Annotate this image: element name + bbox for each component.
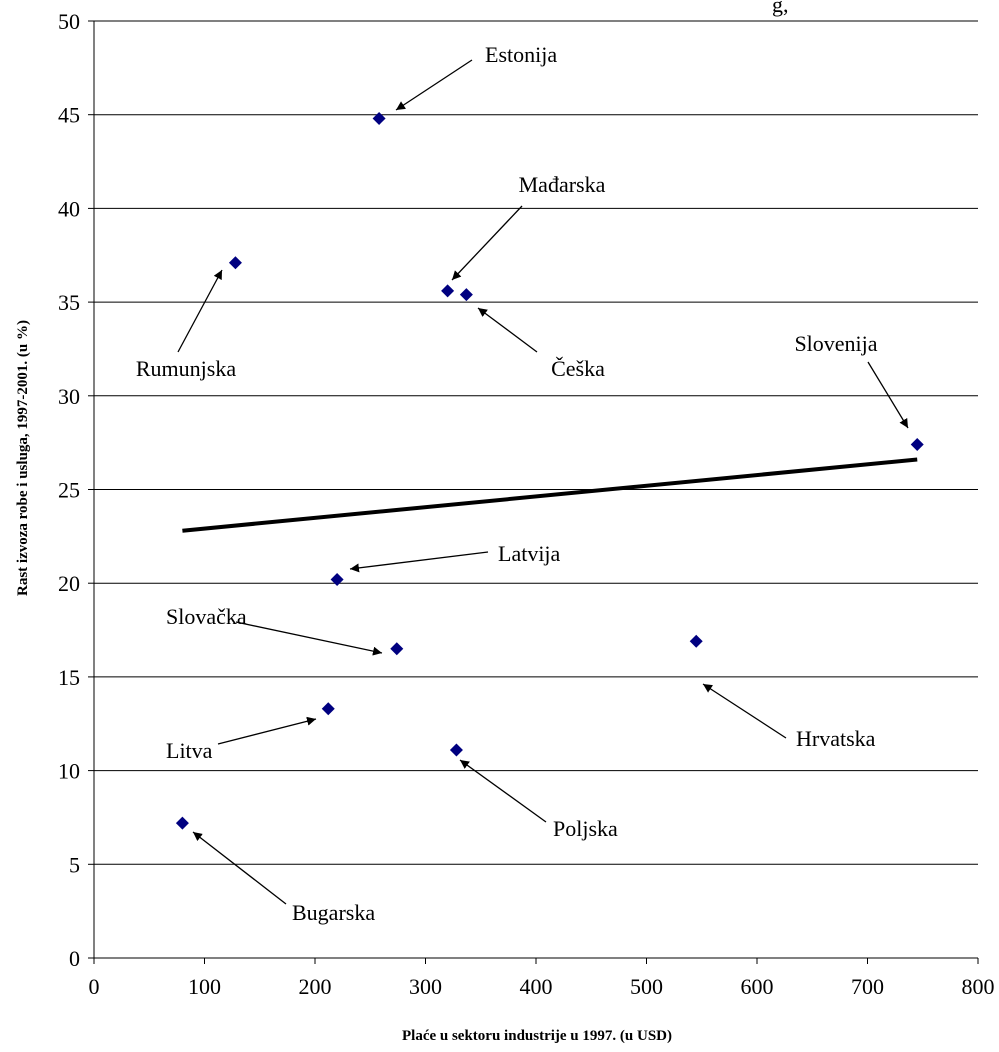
arrow-3 xyxy=(477,307,538,353)
arrow-6 xyxy=(235,621,383,656)
trendline xyxy=(182,457,918,533)
point-label-7: Hrvatska xyxy=(796,726,876,751)
point-9 xyxy=(449,743,463,757)
y-tick-label-9: 45 xyxy=(58,103,80,128)
point-6 xyxy=(390,642,404,656)
arrow-9 xyxy=(459,759,547,823)
trendline-segment xyxy=(182,457,918,533)
point-2 xyxy=(441,284,455,298)
point-label-0: Estonija xyxy=(485,42,557,67)
point-7 xyxy=(689,634,703,648)
point-5 xyxy=(330,572,344,586)
y-tick-label-3: 15 xyxy=(58,665,80,690)
y-tick-label-4: 20 xyxy=(58,571,80,596)
x-tick-label-7: 700 xyxy=(851,974,884,999)
y-tick-label-7: 35 xyxy=(58,290,80,315)
label-arrows xyxy=(177,59,909,905)
gridlines xyxy=(94,20,978,865)
arrow-4 xyxy=(867,361,909,429)
x-tick-label-8: 800 xyxy=(962,974,995,999)
y-tick-label-1: 5 xyxy=(69,852,80,877)
point-10 xyxy=(175,816,189,830)
arrow-1 xyxy=(177,269,223,353)
point-label-3: Češka xyxy=(551,356,605,381)
y-axis-title: Rast izvoza robe i usluga, 1997-2001. (u… xyxy=(15,320,31,596)
arrow-7 xyxy=(702,683,787,739)
y-tick-label-0: 0 xyxy=(69,946,80,971)
x-tick-label-1: 100 xyxy=(188,974,221,999)
y-tick-label-5: 25 xyxy=(58,478,80,503)
x-tick-label-6: 600 xyxy=(741,974,774,999)
x-tick-label-4: 400 xyxy=(520,974,553,999)
x-axis-title: Plaće u sektoru industrije u 1997. (u US… xyxy=(402,1028,672,1044)
y-tick-labels: 0 5 10 15 20 25 30 35 40 45 50 xyxy=(58,9,80,971)
point-label-2: Mađarska xyxy=(519,172,606,197)
point-label-9: Poljska xyxy=(553,816,618,841)
x-tick-label-5: 500 xyxy=(630,974,663,999)
point-label-5: Latvija xyxy=(498,541,561,566)
x-tick-label-2: 200 xyxy=(299,974,332,999)
arrow-5 xyxy=(349,551,489,573)
point-3 xyxy=(459,288,473,302)
point-label-1: Rumunjska xyxy=(136,356,236,381)
x-tick-label-0: 0 xyxy=(89,974,100,999)
data-points xyxy=(175,111,924,830)
y-tick-label-10: 50 xyxy=(58,9,80,34)
arrow-10 xyxy=(192,831,287,905)
point-label-4: Slovenija xyxy=(794,331,877,356)
arrow-8 xyxy=(217,716,317,745)
point-label-8: Litva xyxy=(166,738,213,763)
point-4 xyxy=(910,438,924,452)
arrow-0 xyxy=(395,59,473,111)
x-tick-label-3: 300 xyxy=(409,974,442,999)
point-0 xyxy=(372,111,386,125)
point-1 xyxy=(228,256,242,270)
y-tick-label-8: 40 xyxy=(58,196,80,221)
x-tick-labels: 0 100 200 300 400 500 600 700 800 xyxy=(89,974,995,999)
point-label-6: Slovačka xyxy=(166,604,247,629)
title-fragment: g, xyxy=(772,0,789,17)
axes xyxy=(88,20,979,964)
point-label-10: Bugarska xyxy=(292,900,375,925)
arrow-2 xyxy=(451,205,523,281)
y-tick-label-2: 10 xyxy=(58,759,80,784)
point-labels: Estonija Rumunjska Mađarska Češka Slovenija L… xyxy=(136,42,878,925)
y-tick-label-6: 30 xyxy=(58,384,80,409)
point-8 xyxy=(321,702,335,716)
